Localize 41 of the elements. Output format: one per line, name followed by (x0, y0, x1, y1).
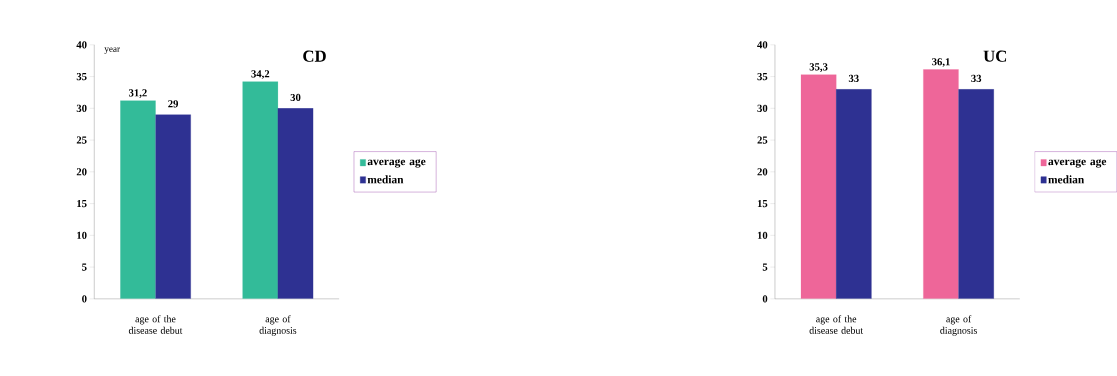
chart-title: UC (983, 50, 1007, 62)
y-tick-label: 5 (82, 263, 87, 271)
y-tick-label: 30 (757, 104, 768, 113)
data-label: 36,1 (932, 58, 950, 68)
chart-title: CD (303, 50, 326, 62)
x-tick-label: age of diagnosis (259, 315, 297, 336)
y-tick-label: 0 (762, 295, 768, 303)
y-tick-label: 15 (77, 200, 87, 208)
y-tick-label: 20 (76, 168, 87, 176)
y-tick-label: 0 (82, 295, 87, 303)
data-label: 29 (168, 100, 179, 108)
x-tick-label: age of the disease debut (809, 315, 864, 334)
data-label: 30 (290, 94, 301, 102)
data-label: 33 (848, 74, 859, 83)
bar (155, 114, 191, 299)
data-label: 35,3 (809, 63, 828, 73)
bar (277, 108, 314, 299)
y-tick-label: 20 (757, 168, 768, 176)
y-axis-title: year (104, 47, 120, 54)
y-tick-label: 10 (757, 231, 768, 240)
data-label: 31,2 (128, 89, 147, 99)
legend-label: average age (367, 159, 426, 168)
legend-label: median (367, 175, 404, 184)
x-tick-label: age of the disease debut (128, 315, 183, 334)
y-tick-label: 30 (76, 104, 87, 113)
legend-label: average age (1048, 159, 1107, 168)
bar (242, 81, 279, 299)
bar (120, 100, 156, 299)
y-tick-label: 5 (762, 263, 768, 271)
x-tick-label: age of diagnosis (940, 315, 977, 336)
data-label: 34,2 (251, 70, 270, 80)
y-tick-label: 35 (76, 73, 87, 81)
y-tick-label: 15 (757, 200, 768, 208)
y-tick-label: 25 (757, 136, 768, 144)
y-tick-label: 40 (76, 41, 87, 49)
y-tick-label: 10 (77, 231, 87, 240)
y-tick-label: 40 (757, 41, 768, 49)
data-label: 33 (971, 74, 982, 83)
y-tick-label: 35 (757, 73, 768, 81)
legend-label: median (1048, 175, 1085, 184)
y-tick-label: 25 (76, 136, 87, 144)
